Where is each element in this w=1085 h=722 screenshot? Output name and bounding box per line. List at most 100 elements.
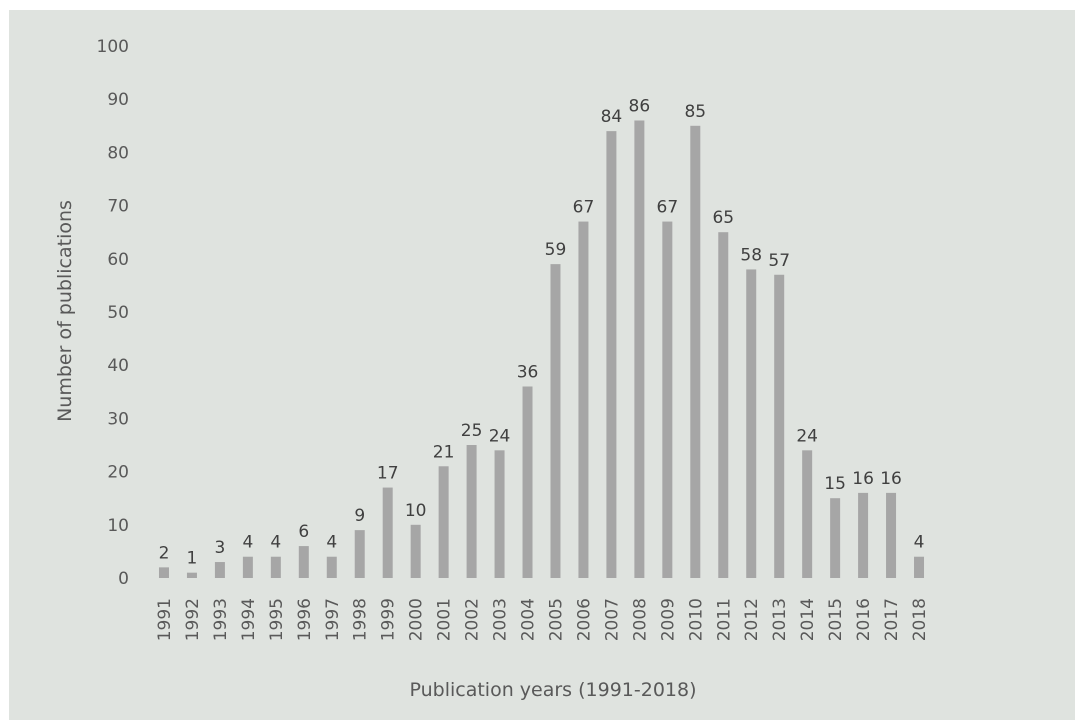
data-label: 2 [159, 543, 170, 563]
x-tick-label: 1996 [295, 598, 315, 641]
data-label: 9 [354, 506, 365, 526]
x-tick-label: 2001 [435, 598, 455, 641]
data-label: 67 [573, 198, 595, 218]
bar [494, 450, 505, 578]
y-tick-label: 30 [107, 409, 129, 429]
x-tick-label: 1994 [239, 598, 259, 641]
data-label: 25 [461, 421, 483, 441]
x-tick-label: 2012 [742, 598, 762, 641]
bar [886, 492, 897, 578]
x-tick-label: 2005 [546, 598, 566, 641]
x-tick-label: 1992 [183, 598, 203, 641]
x-tick-label: 2017 [882, 598, 902, 641]
x-axis-title: Publication years (1991-2018) [409, 679, 696, 701]
data-label: 16 [880, 469, 902, 489]
bar [410, 524, 421, 578]
bar [550, 264, 561, 578]
x-tick-label: 1999 [379, 598, 399, 641]
x-tick-label: 1991 [155, 598, 175, 641]
x-tick-label: 1997 [323, 598, 343, 641]
y-tick-label: 80 [107, 143, 129, 163]
data-label: 86 [629, 96, 651, 116]
bar [186, 572, 197, 578]
bar [718, 232, 729, 578]
data-label: 15 [824, 474, 846, 494]
x-tick-label: 2016 [854, 598, 874, 641]
data-label: 24 [796, 426, 818, 446]
y-tick-label: 100 [97, 37, 129, 57]
y-axis-ticks: 0 10 20 30 40 50 60 70 80 90 100 [97, 37, 129, 589]
y-tick-label: 50 [107, 303, 129, 323]
bar [634, 120, 645, 578]
bar [214, 562, 225, 578]
data-label: 1 [187, 549, 198, 569]
bar [690, 125, 701, 579]
y-tick-label: 10 [107, 516, 129, 536]
x-axis-ticks: 1991 1992 1993 1994 1995 1996 1997 1998 1999 2000… [155, 598, 930, 641]
x-tick-label: 2007 [602, 598, 622, 641]
x-tick-label: 2011 [714, 598, 734, 641]
bar [578, 221, 589, 578]
data-label: 59 [545, 240, 567, 260]
y-tick-label: 70 [107, 197, 129, 217]
data-label: 4 [914, 533, 925, 553]
bar [326, 556, 337, 578]
y-tick-label: 40 [107, 356, 129, 376]
x-tick-label: 2004 [519, 598, 539, 641]
bar [438, 466, 449, 578]
y-tick-label: 60 [107, 250, 129, 270]
data-label: 24 [489, 426, 511, 446]
bar [914, 556, 925, 578]
bar [158, 567, 169, 578]
y-tick-label: 0 [118, 569, 129, 589]
data-label: 21 [433, 442, 455, 462]
data-label: 36 [517, 362, 539, 382]
chart-panel: 0 10 20 30 40 50 60 70 80 90 100 2 1 3 4 4 6 4 9 17 10 21 25 2… [9, 10, 1075, 720]
bar [858, 492, 869, 578]
bar [382, 487, 393, 578]
x-tick-label: 2014 [798, 598, 818, 641]
x-tick-label: 2000 [407, 598, 427, 641]
bar [466, 445, 477, 578]
x-tick-label: 2009 [658, 598, 678, 641]
bar [774, 274, 785, 578]
data-label: 4 [270, 533, 281, 553]
y-axis-title: Number of publications [54, 200, 76, 422]
x-tick-label: 2015 [826, 598, 846, 641]
x-tick-label: 2010 [686, 598, 706, 641]
data-label: 84 [601, 107, 623, 127]
data-label: 58 [740, 245, 762, 265]
bar [298, 546, 309, 578]
data-label: 67 [657, 198, 679, 218]
data-label: 65 [712, 208, 734, 228]
y-tick-label: 20 [107, 463, 129, 483]
y-tick-label: 90 [107, 90, 129, 110]
x-tick-label: 2006 [574, 598, 594, 641]
data-label: 10 [405, 501, 427, 521]
bar [662, 221, 673, 578]
x-tick-label: 1993 [211, 598, 231, 641]
x-tick-label: 2018 [910, 598, 930, 641]
x-tick-label: 2013 [770, 598, 790, 641]
x-tick-label: 2003 [491, 598, 511, 641]
data-label: 3 [214, 538, 225, 558]
bar [270, 556, 281, 578]
bar [242, 556, 253, 578]
bar [746, 269, 757, 578]
x-tick-label: 2008 [630, 598, 650, 641]
data-label: 6 [298, 522, 309, 542]
data-label: 85 [684, 102, 706, 122]
data-label: 4 [242, 533, 253, 553]
data-label: 17 [377, 464, 399, 484]
data-label: 16 [852, 469, 874, 489]
bar [354, 530, 365, 578]
bars [158, 120, 925, 579]
x-tick-label: 2002 [463, 598, 483, 641]
data-label: 4 [326, 533, 337, 553]
bar [802, 450, 813, 578]
bar [830, 498, 841, 578]
bar [606, 131, 617, 578]
data-label: 57 [768, 251, 790, 271]
